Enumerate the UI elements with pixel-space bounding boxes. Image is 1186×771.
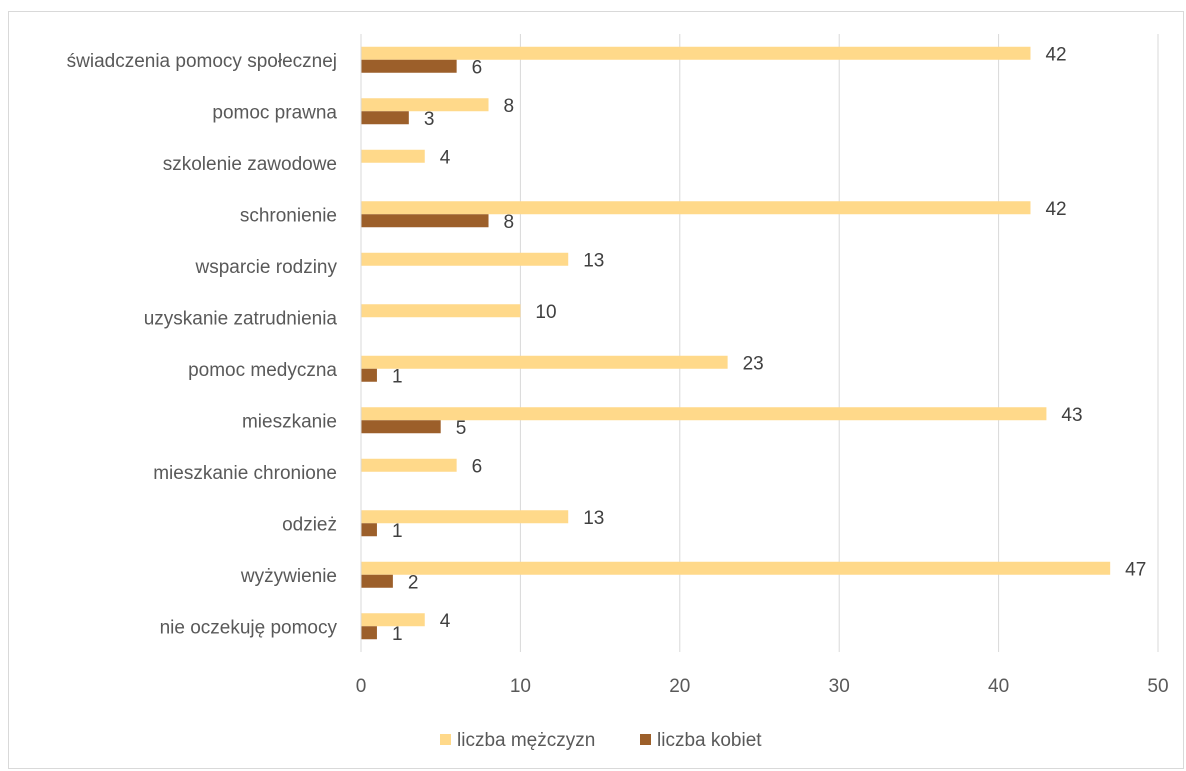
x-tick-label: 50 [1147, 676, 1168, 697]
bar-men [361, 561, 1111, 575]
bar-men [361, 355, 728, 369]
bar-men [361, 252, 569, 266]
bar-men [361, 46, 1031, 60]
data-label-men: 42 [1045, 199, 1066, 220]
data-label-men: 13 [583, 508, 604, 529]
category-label: odzież [282, 514, 337, 535]
legend-label-women: liczba kobiet [657, 730, 762, 751]
category-label: świadczenia pomocy społecznej [67, 51, 337, 72]
data-label-men: 10 [535, 302, 556, 323]
data-label-men: 8 [504, 96, 515, 117]
category-label: wyżywienie [240, 566, 337, 587]
bar-women [361, 214, 489, 228]
data-label-women: 1 [392, 366, 403, 387]
bar-men [361, 458, 457, 472]
data-label-men: 23 [743, 353, 764, 374]
category-label: pomoc prawna [212, 102, 337, 123]
data-label-men: 47 [1125, 559, 1146, 580]
data-label-men: 4 [440, 611, 451, 632]
data-label-women: 1 [392, 624, 403, 645]
tick-labels: 0 10 20 30 40 50 [356, 676, 1169, 697]
bar-men [361, 407, 1047, 421]
data-label-men: 6 [472, 456, 483, 477]
bar-men [361, 510, 569, 524]
category-label: mieszkanie [242, 411, 337, 432]
category-labels: świadczenia pomocy społecznej pomoc prawn… [67, 51, 338, 639]
bar-men [361, 613, 425, 627]
chart-frame [8, 11, 1184, 769]
bar-women [361, 420, 441, 434]
x-tick-label: 40 [988, 676, 1009, 697]
x-tick-label: 20 [669, 676, 690, 697]
category-label: pomoc medyczna [188, 360, 337, 381]
data-label-men: 13 [583, 250, 604, 271]
legend: liczba mężczyzn liczba kobiet [440, 730, 762, 751]
category-label: nie oczekuję pomocy [160, 617, 338, 638]
data-label-women: 8 [504, 212, 515, 233]
bar-women [361, 59, 457, 73]
bar-women [361, 574, 393, 588]
legend-swatch-men [440, 734, 451, 745]
category-label: szkolenie zawodowe [163, 154, 337, 175]
data-label-women: 6 [472, 57, 483, 78]
data-label-men: 4 [440, 147, 451, 168]
data-label-women: 2 [408, 572, 419, 593]
x-tick-label: 30 [829, 676, 850, 697]
category-label: schronienie [240, 205, 337, 226]
data-label-women: 3 [424, 109, 435, 130]
data-label-women: 5 [456, 418, 467, 439]
gridlines [519, 34, 1159, 652]
data-label-women: 1 [392, 521, 403, 542]
category-label: wsparcie rodziny [195, 257, 338, 278]
bar-men [361, 304, 521, 318]
legend-swatch-women [640, 734, 651, 745]
data-label-men: 43 [1061, 405, 1082, 426]
bar-women [361, 368, 377, 382]
x-tick-label: 10 [510, 676, 531, 697]
legend-label-men: liczba mężczyzn [457, 730, 595, 751]
category-label: uzyskanie zatrudnienia [144, 308, 338, 329]
bar-men [361, 98, 489, 112]
x-tick-label: 0 [356, 676, 367, 697]
bar-women [361, 523, 377, 537]
bar-men [361, 201, 1031, 215]
bar-women [361, 626, 377, 640]
category-label: mieszkanie chronione [153, 463, 337, 484]
bars [361, 46, 1111, 640]
data-label-men: 42 [1045, 44, 1066, 65]
bar-men [361, 149, 425, 163]
bar-women [361, 111, 409, 125]
